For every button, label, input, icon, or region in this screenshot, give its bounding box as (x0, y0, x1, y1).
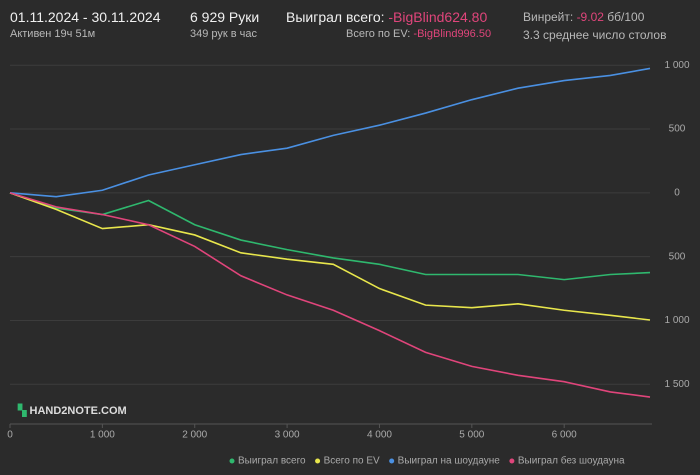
y-tick-label: 500 (669, 124, 686, 135)
won-label: Выиграл всего: (286, 9, 385, 25)
y-tick-label: 500 (669, 251, 686, 262)
won-total: Выиграл всего: -BigBlind624.80 (286, 9, 487, 25)
legend-dot (229, 458, 235, 464)
active-time: Активен 19ч 51м (10, 28, 96, 40)
x-tick-label: 0 (7, 430, 13, 441)
series-line (9, 192, 651, 281)
y-tick-label: 1 000 (664, 60, 689, 71)
winrate-unit: бб/100 (607, 10, 645, 24)
legend-label: Выиграл на шоудауне (398, 456, 501, 467)
legend-label: Всего по EV (324, 456, 380, 467)
y-tick-label: 0 (674, 187, 680, 198)
hands: 6 929 Руки (190, 9, 260, 25)
won-value: -BigBlind624.80 (388, 9, 488, 25)
hands-rate: 349 рук в час (190, 28, 258, 40)
x-tick-label: 1 000 (90, 430, 115, 441)
legend-label: Выиграл всего (238, 456, 306, 467)
legend-dot (509, 458, 515, 464)
ev-value: -BigBlind996.50 (413, 28, 492, 40)
x-tick-label: 2 000 (182, 430, 207, 441)
tables: 3.3 среднее число столов (523, 28, 667, 42)
y-tick-label: 1 000 (664, 315, 689, 326)
logo-text: HAND2NOTE.COM (29, 405, 127, 417)
legend-dot (315, 458, 321, 464)
y-tick-label: 1 500 (664, 379, 689, 390)
winrate-label: Винрейт: (523, 10, 574, 24)
x-tick-label: 6 000 (552, 430, 577, 441)
series-line (9, 67, 651, 198)
logo: ▚ HAND2NOTE.COM (18, 405, 127, 417)
series-line (9, 192, 651, 398)
x-tick-label: 4 000 (367, 430, 392, 441)
winrate: Винрейт: -9.02 бб/100 (523, 10, 644, 24)
ev-label: Всего по EV: (346, 28, 411, 40)
x-tick-label: 3 000 (275, 430, 300, 441)
legend-label: Выиграл без шоудауна (518, 455, 625, 467)
x-tick-label: 5 000 (459, 430, 484, 441)
period: 01.11.2024 - 30.11.2024 (10, 9, 161, 25)
ev-total: Всего по EV: -BigBlind996.50 (346, 28, 491, 40)
winrate-value: -9.02 (576, 10, 604, 24)
series-line (9, 192, 651, 321)
legend-dot (389, 458, 395, 464)
